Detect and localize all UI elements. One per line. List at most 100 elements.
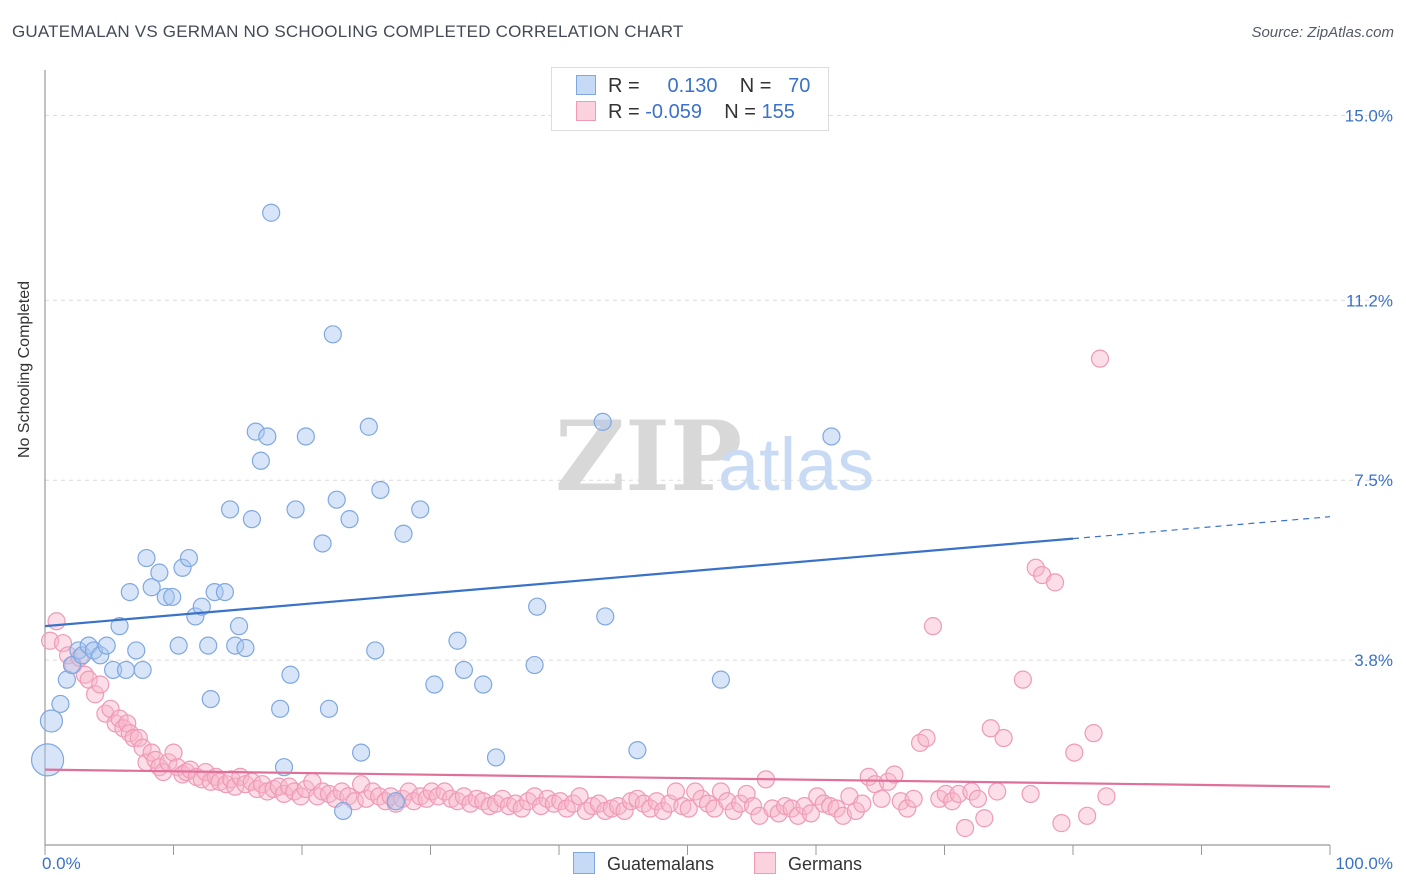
y-tick-label: 7.5% (1354, 471, 1393, 490)
german-point (917, 728, 936, 748)
guatemalan-point (596, 607, 615, 626)
guatemalan-point (525, 655, 544, 675)
guatemalan-point (79, 636, 98, 655)
guatemalan-point (296, 427, 315, 446)
legend-swatch-blue (573, 852, 595, 874)
legend-r-value: -0.059 (645, 101, 702, 123)
axes (44, 70, 1331, 855)
german-point (801, 804, 820, 823)
guatemalan-point (334, 801, 353, 821)
guatemalan-point (133, 660, 152, 680)
german-point (904, 789, 923, 808)
guatemalan-point (173, 558, 192, 577)
legend-n-value: 70 (788, 75, 811, 97)
legend-n-label: N = (739, 75, 772, 97)
german-point (1013, 670, 1032, 689)
german-point (435, 782, 454, 801)
legend-swatch-blue (576, 75, 596, 95)
guatemalans-trend-extension (1072, 516, 1331, 540)
guatemalan-point (258, 427, 277, 446)
guatemalan-point (97, 636, 116, 655)
y-tick-label: 15.0% (1345, 106, 1393, 125)
guatemalan-point (340, 510, 359, 529)
german-point (399, 782, 418, 801)
guatemalan-point (142, 578, 161, 597)
german-point (846, 801, 865, 821)
legend-label-germans: Germans (788, 854, 863, 874)
german-point (59, 646, 78, 665)
guatemalan-point (822, 427, 841, 446)
guatemalan-point (236, 638, 255, 658)
german-point (1090, 349, 1110, 368)
watermark-atlas: atlas (718, 423, 874, 506)
correlation-legend: R = 0.130 N = 70 R = -0.059 N = 155 (551, 67, 829, 131)
legend-item-guatemalans[interactable]: Guatemalans (573, 852, 714, 875)
guatemalan-point (73, 646, 92, 665)
german-point (86, 685, 105, 704)
german-point (1065, 743, 1084, 762)
guatemalan-point (448, 631, 467, 650)
guatemalan-point (352, 743, 371, 762)
trend-lines (44, 516, 1331, 788)
guatemalan-point (593, 412, 612, 431)
german-point (164, 743, 183, 762)
german-point (743, 796, 763, 816)
guatemalan-point (150, 563, 169, 582)
legend-r-value: 0.130 (667, 75, 718, 97)
guatemalan-point (251, 451, 270, 470)
guatemalan-point (628, 741, 647, 760)
watermark-zip: ZIP (555, 400, 742, 513)
german-point (345, 792, 364, 811)
x-tick-labels: 0.0% 100.0% (42, 854, 1393, 873)
guatemalan-point (271, 699, 290, 718)
guatemalan-point (39, 709, 64, 733)
guatemalan-point (110, 617, 129, 636)
x-tick-label: 0.0% (42, 854, 81, 873)
german-point (308, 787, 327, 806)
guatemalan-point (220, 500, 240, 519)
y-tick-label: 11.2% (1346, 291, 1393, 310)
guatemalans-trend-line (44, 537, 1074, 628)
guatemalan-point (229, 617, 249, 636)
y-tick-label: 3.8% (1354, 651, 1393, 670)
german-point (1084, 724, 1103, 743)
guatemalan-point (120, 582, 139, 602)
german-point (653, 801, 673, 821)
guatemalan-point (366, 641, 385, 660)
german-point (133, 738, 152, 757)
guatemalans-points (30, 203, 841, 821)
german-point (994, 728, 1013, 748)
guatemalan-point (246, 422, 265, 441)
german-point (686, 782, 705, 801)
german-point (795, 796, 814, 816)
guatemalan-point (359, 417, 378, 436)
guatemalan-point (192, 597, 211, 616)
guatemalan-point (137, 548, 156, 568)
guatemalan-point (262, 203, 281, 222)
x-tick-label: 100.0% (1335, 854, 1393, 873)
german-point (981, 719, 1000, 738)
guatemalan-point (30, 743, 65, 777)
german-point (853, 794, 872, 813)
guatemalan-point (169, 636, 188, 655)
guatemalan-point (215, 582, 234, 602)
guatemalan-point (411, 500, 430, 519)
german-point (898, 799, 917, 818)
german-point (615, 801, 634, 821)
legend-row-germans: R = -0.059 N = 155 (576, 101, 795, 127)
german-point (1052, 814, 1071, 833)
german-point (968, 789, 988, 808)
guatemalan-point (454, 660, 474, 680)
german-point (129, 728, 148, 748)
chart-title: GUATEMALAN VS GERMAN NO SCHOOLING COMPLE… (12, 22, 684, 41)
german-point (975, 809, 994, 828)
german-point (1045, 573, 1065, 592)
guatemalan-point (51, 694, 70, 714)
legend-item-germans[interactable]: Germans (754, 852, 862, 875)
guatemalan-point (104, 660, 123, 680)
guatemalan-point (394, 524, 413, 543)
gridlines (45, 114, 1392, 661)
german-point (724, 801, 743, 821)
german-point (955, 818, 975, 838)
